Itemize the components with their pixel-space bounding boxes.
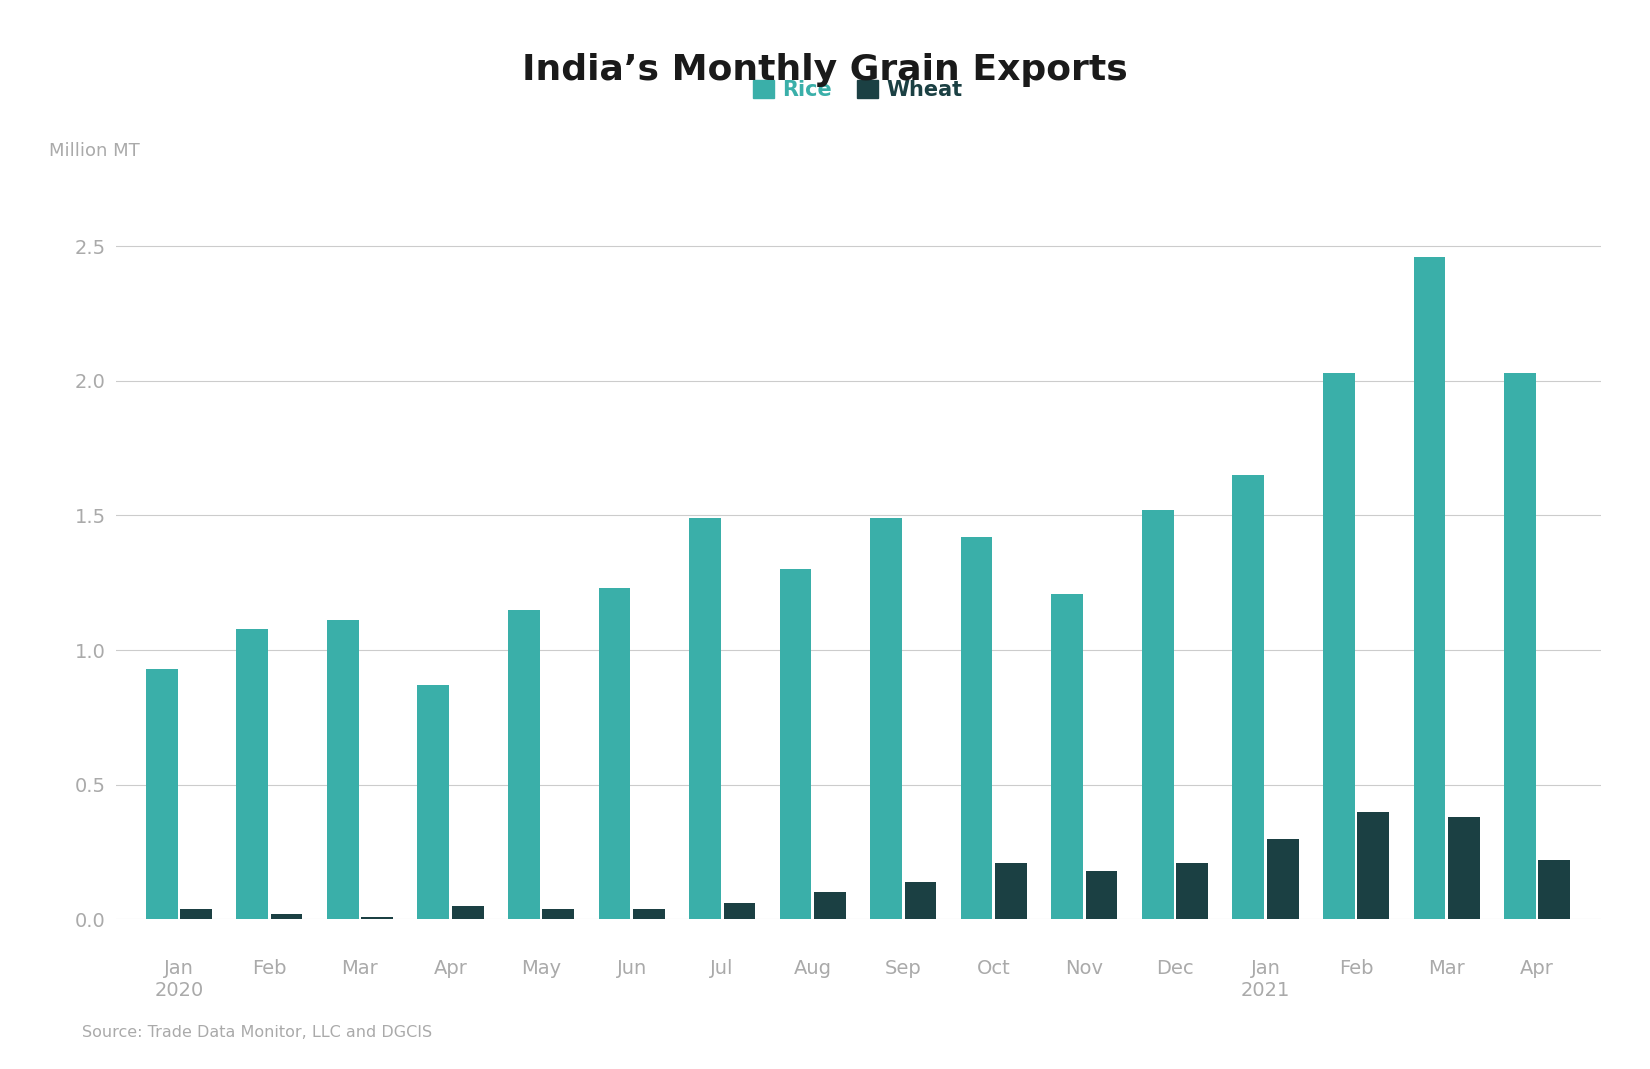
Bar — [599, 588, 630, 919]
Text: Oct: Oct — [977, 959, 1011, 978]
Text: Apr: Apr — [1520, 959, 1554, 978]
Text: Dec: Dec — [1157, 959, 1193, 978]
Bar — [724, 903, 756, 919]
Text: Million MT: Million MT — [50, 141, 139, 159]
Text: Nov: Nov — [1066, 959, 1104, 978]
Bar — [1267, 838, 1299, 919]
Text: Jan
2020: Jan 2020 — [153, 959, 203, 1001]
Bar — [508, 609, 540, 919]
Bar — [1142, 510, 1173, 919]
Bar — [452, 905, 483, 919]
Bar — [1358, 811, 1389, 919]
Bar — [780, 570, 812, 919]
Text: Jan
2021: Jan 2021 — [1241, 959, 1290, 1001]
Bar — [1086, 871, 1117, 919]
Bar — [1233, 475, 1264, 919]
Bar — [271, 914, 302, 919]
Bar — [327, 620, 358, 919]
Bar — [1449, 817, 1480, 919]
Legend: Rice, Wheat: Rice, Wheat — [746, 72, 970, 109]
Bar — [180, 909, 211, 919]
Bar — [236, 629, 267, 919]
Bar — [690, 518, 721, 919]
Text: Feb: Feb — [252, 959, 287, 978]
Text: Mar: Mar — [1429, 959, 1465, 978]
Bar — [1051, 593, 1082, 919]
Bar — [145, 669, 178, 919]
Text: Mar: Mar — [342, 959, 378, 978]
Bar — [870, 518, 903, 919]
Text: Apr: Apr — [434, 959, 467, 978]
Bar — [960, 537, 992, 919]
Bar — [1176, 863, 1208, 919]
Text: India’s Monthly Grain Exports: India’s Monthly Grain Exports — [521, 53, 1129, 88]
Bar — [1505, 373, 1536, 919]
Text: Sep: Sep — [884, 959, 922, 978]
Bar — [543, 909, 574, 919]
Bar — [904, 882, 936, 919]
Text: May: May — [521, 959, 561, 978]
Text: Feb: Feb — [1338, 959, 1373, 978]
Bar — [1538, 861, 1571, 919]
Bar — [1323, 373, 1355, 919]
Bar — [1414, 257, 1445, 919]
Text: Source: Trade Data Monitor, LLC and DGCIS: Source: Trade Data Monitor, LLC and DGCI… — [82, 1025, 432, 1040]
Text: Jul: Jul — [711, 959, 734, 978]
Text: Aug: Aug — [794, 959, 832, 978]
Bar — [634, 909, 665, 919]
Bar — [417, 685, 449, 919]
Text: Jun: Jun — [617, 959, 647, 978]
Bar — [813, 893, 846, 919]
Bar — [361, 916, 393, 919]
Bar — [995, 863, 1026, 919]
